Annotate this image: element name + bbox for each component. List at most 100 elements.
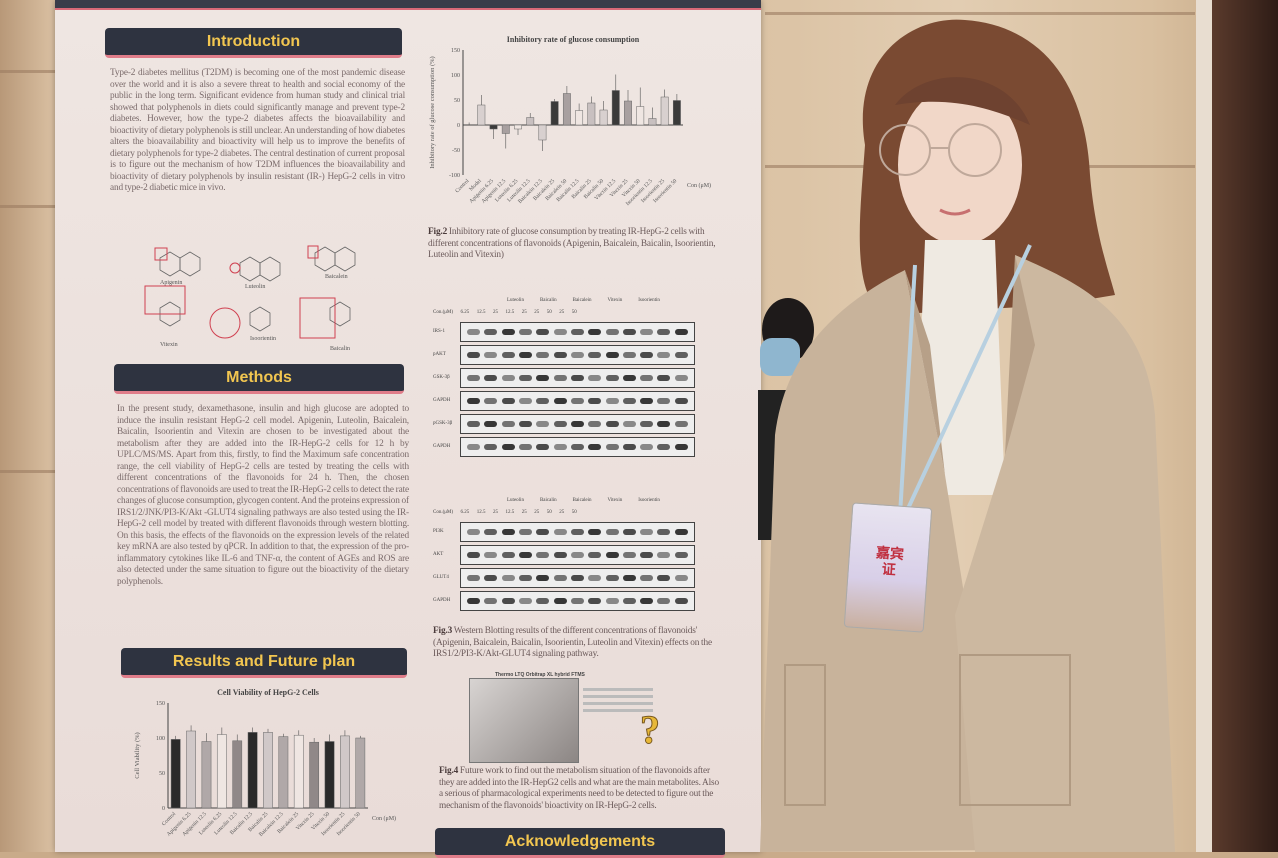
protein-band: [467, 552, 481, 558]
protein-band: [501, 398, 515, 404]
bar: [278, 736, 289, 809]
chart-title: Inhibitory rate of glucose consumption: [507, 35, 640, 44]
x-axis-label: Con (μM): [687, 182, 711, 189]
protein-band: [519, 329, 533, 335]
protein-band: [467, 398, 481, 404]
bar: [562, 93, 571, 126]
protein-band: [536, 529, 550, 535]
protein-band: [553, 575, 567, 581]
blot-strip: [460, 368, 695, 388]
protein-band: [536, 375, 550, 381]
protein-band: [570, 375, 584, 381]
protein-band: [674, 352, 688, 358]
glasses-icon: [879, 123, 1002, 177]
protein-band: [657, 352, 671, 358]
blot-row-label: GAPDH: [433, 598, 451, 603]
protein-band: [640, 398, 654, 404]
blot-group-label: Vitexin: [607, 298, 623, 303]
protein-band: [484, 375, 498, 381]
y-tick-label: -100: [449, 173, 460, 179]
protein-band: [570, 598, 584, 604]
y-axis-label: Cell Viability (%): [134, 732, 141, 778]
protein-band: [588, 552, 602, 558]
blot-group-label: Baicalin: [539, 498, 557, 503]
protein-band: [605, 375, 619, 381]
protein-band: [467, 329, 481, 335]
protein-band: [553, 421, 567, 427]
protein-band: [588, 421, 602, 427]
protein-band: [588, 598, 602, 604]
blot-row-label: GLUT4: [433, 575, 449, 580]
protein-band: [553, 552, 567, 558]
protein-band: [622, 421, 636, 427]
cell-viability-chart: Cell Viability of HepG-2 Cells 0 50 100 150 C…: [134, 688, 396, 838]
protein-band: [657, 329, 671, 335]
protein-band: [536, 575, 550, 581]
protein-band: [622, 398, 636, 404]
coat-right: [955, 255, 1175, 852]
blot-row-label: AKT: [433, 552, 444, 557]
bar: [575, 110, 584, 126]
protein-band: [622, 444, 636, 450]
bar: [324, 741, 335, 809]
protein-band: [605, 444, 619, 450]
blot-row-label: GSK-3β: [433, 375, 450, 380]
wall-seam: [0, 205, 55, 208]
chemical-structures-drawing: [144, 245, 356, 339]
bar: [340, 735, 350, 809]
protein-band: [657, 598, 671, 604]
protein-band: [501, 329, 515, 335]
protein-band: [657, 552, 671, 558]
protein-band: [657, 444, 671, 450]
blot-strip: [460, 345, 695, 365]
blot-group-label: Vitexin: [607, 498, 623, 503]
y-tick-label: 100: [156, 736, 165, 742]
introduction-text: Type-2 diabetes mellitus (T2DM) is becom…: [110, 68, 405, 193]
methods-header: Methods: [114, 364, 404, 394]
blot-row-label: GAPDH: [433, 444, 451, 449]
bar: [538, 124, 547, 141]
fig3-label: Fig.3: [433, 626, 453, 636]
protein-band: [484, 444, 498, 450]
protein-band: [588, 398, 602, 404]
fig4-caption: Fig.4 Future work to find out the metabo…: [439, 766, 723, 812]
bar: [514, 124, 522, 130]
protein-band: [484, 329, 498, 335]
protein-band: [484, 398, 498, 404]
protein-band: [553, 352, 567, 358]
protein-band: [501, 375, 515, 381]
protein-band: [501, 552, 515, 558]
acknowledgements-header: Acknowledgements: [435, 828, 725, 858]
blot-strip: [460, 322, 695, 342]
protein-band: [553, 598, 567, 604]
blot-group-label: Isoorientin: [638, 498, 660, 503]
fig4-text: Future work to find out the metabolism s…: [439, 766, 719, 811]
protein-band: [519, 552, 533, 558]
y-axis-label: Inhibitory rate of glucose consumption (…: [429, 56, 436, 168]
protein-band: [605, 421, 619, 427]
protein-band: [622, 552, 636, 558]
protein-band: [519, 529, 533, 535]
x-tick-label: Control: [454, 178, 470, 194]
protein-band: [674, 552, 688, 558]
blot-strip: [460, 391, 695, 411]
protein-band: [553, 398, 567, 404]
blot-group-label: Baicalein: [572, 498, 592, 503]
protein-band: [588, 575, 602, 581]
wall-seam: [765, 12, 1195, 15]
protein-band: [640, 575, 654, 581]
protein-band: [640, 444, 654, 450]
molecule-structures: Apigenin Luteolin Baicalein Vitexin Isoo…: [140, 238, 380, 358]
protein-band: [622, 575, 636, 581]
protein-band: [501, 352, 515, 358]
protein-band: [674, 575, 688, 581]
blot-group-label: Baicalin: [539, 298, 557, 303]
protein-band: [640, 421, 654, 427]
bar: [526, 117, 535, 126]
protein-band: [570, 575, 584, 581]
poster-top-bar: [55, 0, 761, 10]
blot-strip: [460, 568, 695, 588]
bar: [636, 106, 645, 126]
protein-band: [484, 529, 498, 535]
badge-text: 嘉宾证: [875, 545, 905, 579]
